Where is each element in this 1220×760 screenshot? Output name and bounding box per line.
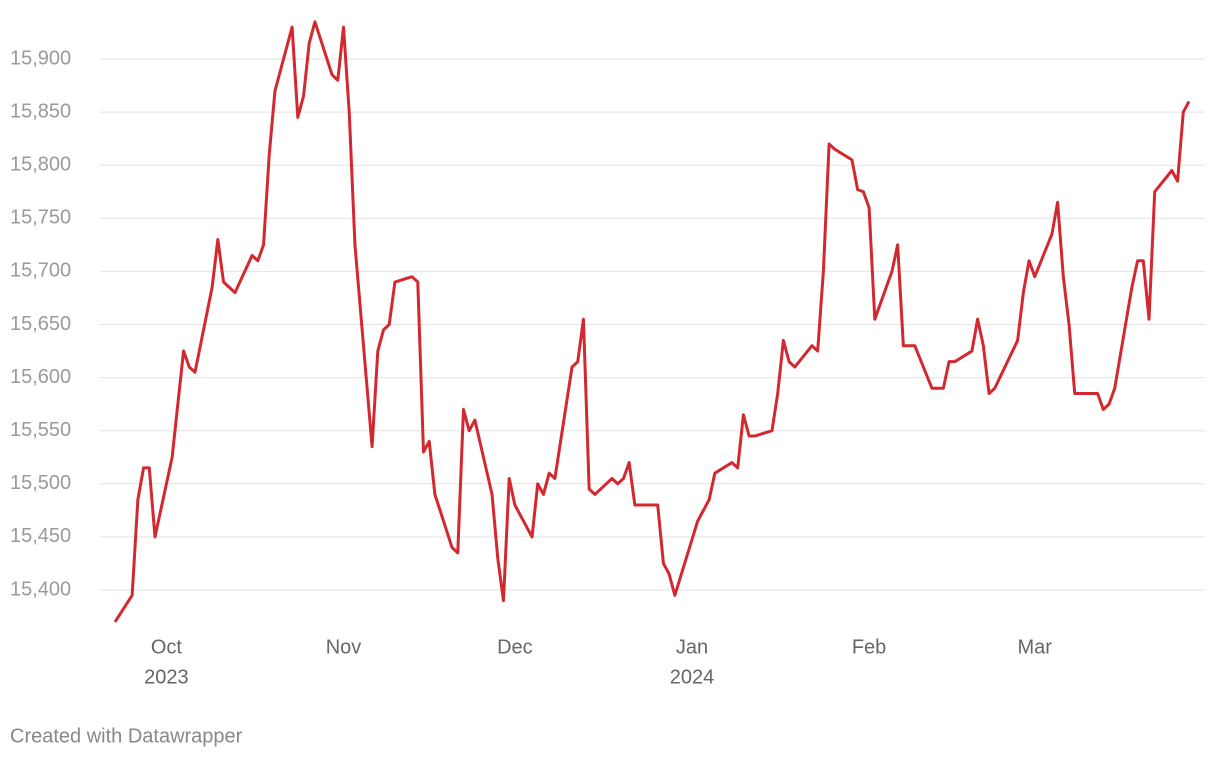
- y-tick-label: 15,850: [10, 100, 71, 122]
- y-tick-label: 15,450: [10, 525, 71, 547]
- x-tick-label: Mar: [1018, 636, 1053, 658]
- x-tick-label: Nov: [326, 636, 362, 658]
- y-tick-label: 15,700: [10, 260, 71, 282]
- line: [113, 20, 1191, 623]
- y-tick-label: 15,750: [10, 207, 71, 229]
- y-tick-label: 15,500: [10, 472, 71, 494]
- y-tick-label: 15,650: [10, 313, 71, 335]
- y-tick-label: 15,800: [10, 153, 71, 175]
- x-tick-year: 2024: [670, 666, 715, 688]
- x-tick-label: Dec: [497, 636, 533, 658]
- x-tick-year: 2023: [144, 666, 189, 688]
- y-tick-label: 15,550: [10, 419, 71, 441]
- y-tick-label: 15,900: [10, 47, 71, 69]
- x-tick-label: Jan: [676, 636, 708, 658]
- y-tick-label: 15,400: [10, 578, 71, 600]
- x-tick-label: Feb: [852, 636, 886, 658]
- y-tick-label: 15,600: [10, 366, 71, 388]
- credit: Created with Datawrapper: [10, 725, 243, 747]
- x-tick-label: Oct: [151, 636, 183, 658]
